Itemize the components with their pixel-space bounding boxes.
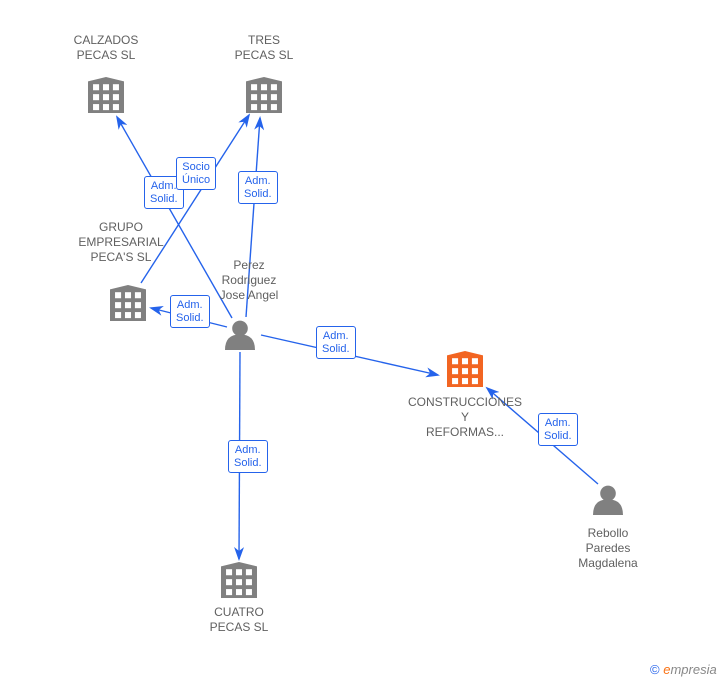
copyright: © empresia <box>650 662 717 677</box>
edge-label-e1: Adm. Solid. <box>316 326 356 359</box>
node-label-calzados: CALZADOS PECAS SL <box>46 33 166 63</box>
person-icon-perez <box>225 321 255 350</box>
edge-label-e2: Adm. Solid. <box>170 295 210 328</box>
edge-label-e6: Socio Único <box>176 157 216 190</box>
node-label-constr: CONSTRUCCIONES Y REFORMAS... <box>375 395 555 440</box>
edge-label-e7: Adm. Solid. <box>538 413 578 446</box>
node-label-grupo: GRUPO EMPRESARIAL PECA'S SL <box>51 220 191 265</box>
company-icon-calzados <box>88 77 124 113</box>
edge-label-e3: Adm. Solid. <box>228 440 268 473</box>
node-label-cuatro: CUATRO PECAS SL <box>179 605 299 635</box>
edge-label-e4: Adm. Solid. <box>238 171 278 204</box>
company-icon-cuatro <box>221 562 257 598</box>
company-icon-constr <box>447 351 483 387</box>
person-icon-rebollo <box>593 486 623 515</box>
company-icon-tres <box>246 77 282 113</box>
copyright-rest: mpresia <box>670 662 716 677</box>
diagram-svg <box>0 0 728 685</box>
copyright-symbol: © <box>650 662 660 677</box>
node-label-rebollo: Rebollo Paredes Magdalena <box>538 526 678 571</box>
node-label-tres: TRES PECAS SL <box>204 33 324 63</box>
company-icon-grupo <box>110 285 146 321</box>
